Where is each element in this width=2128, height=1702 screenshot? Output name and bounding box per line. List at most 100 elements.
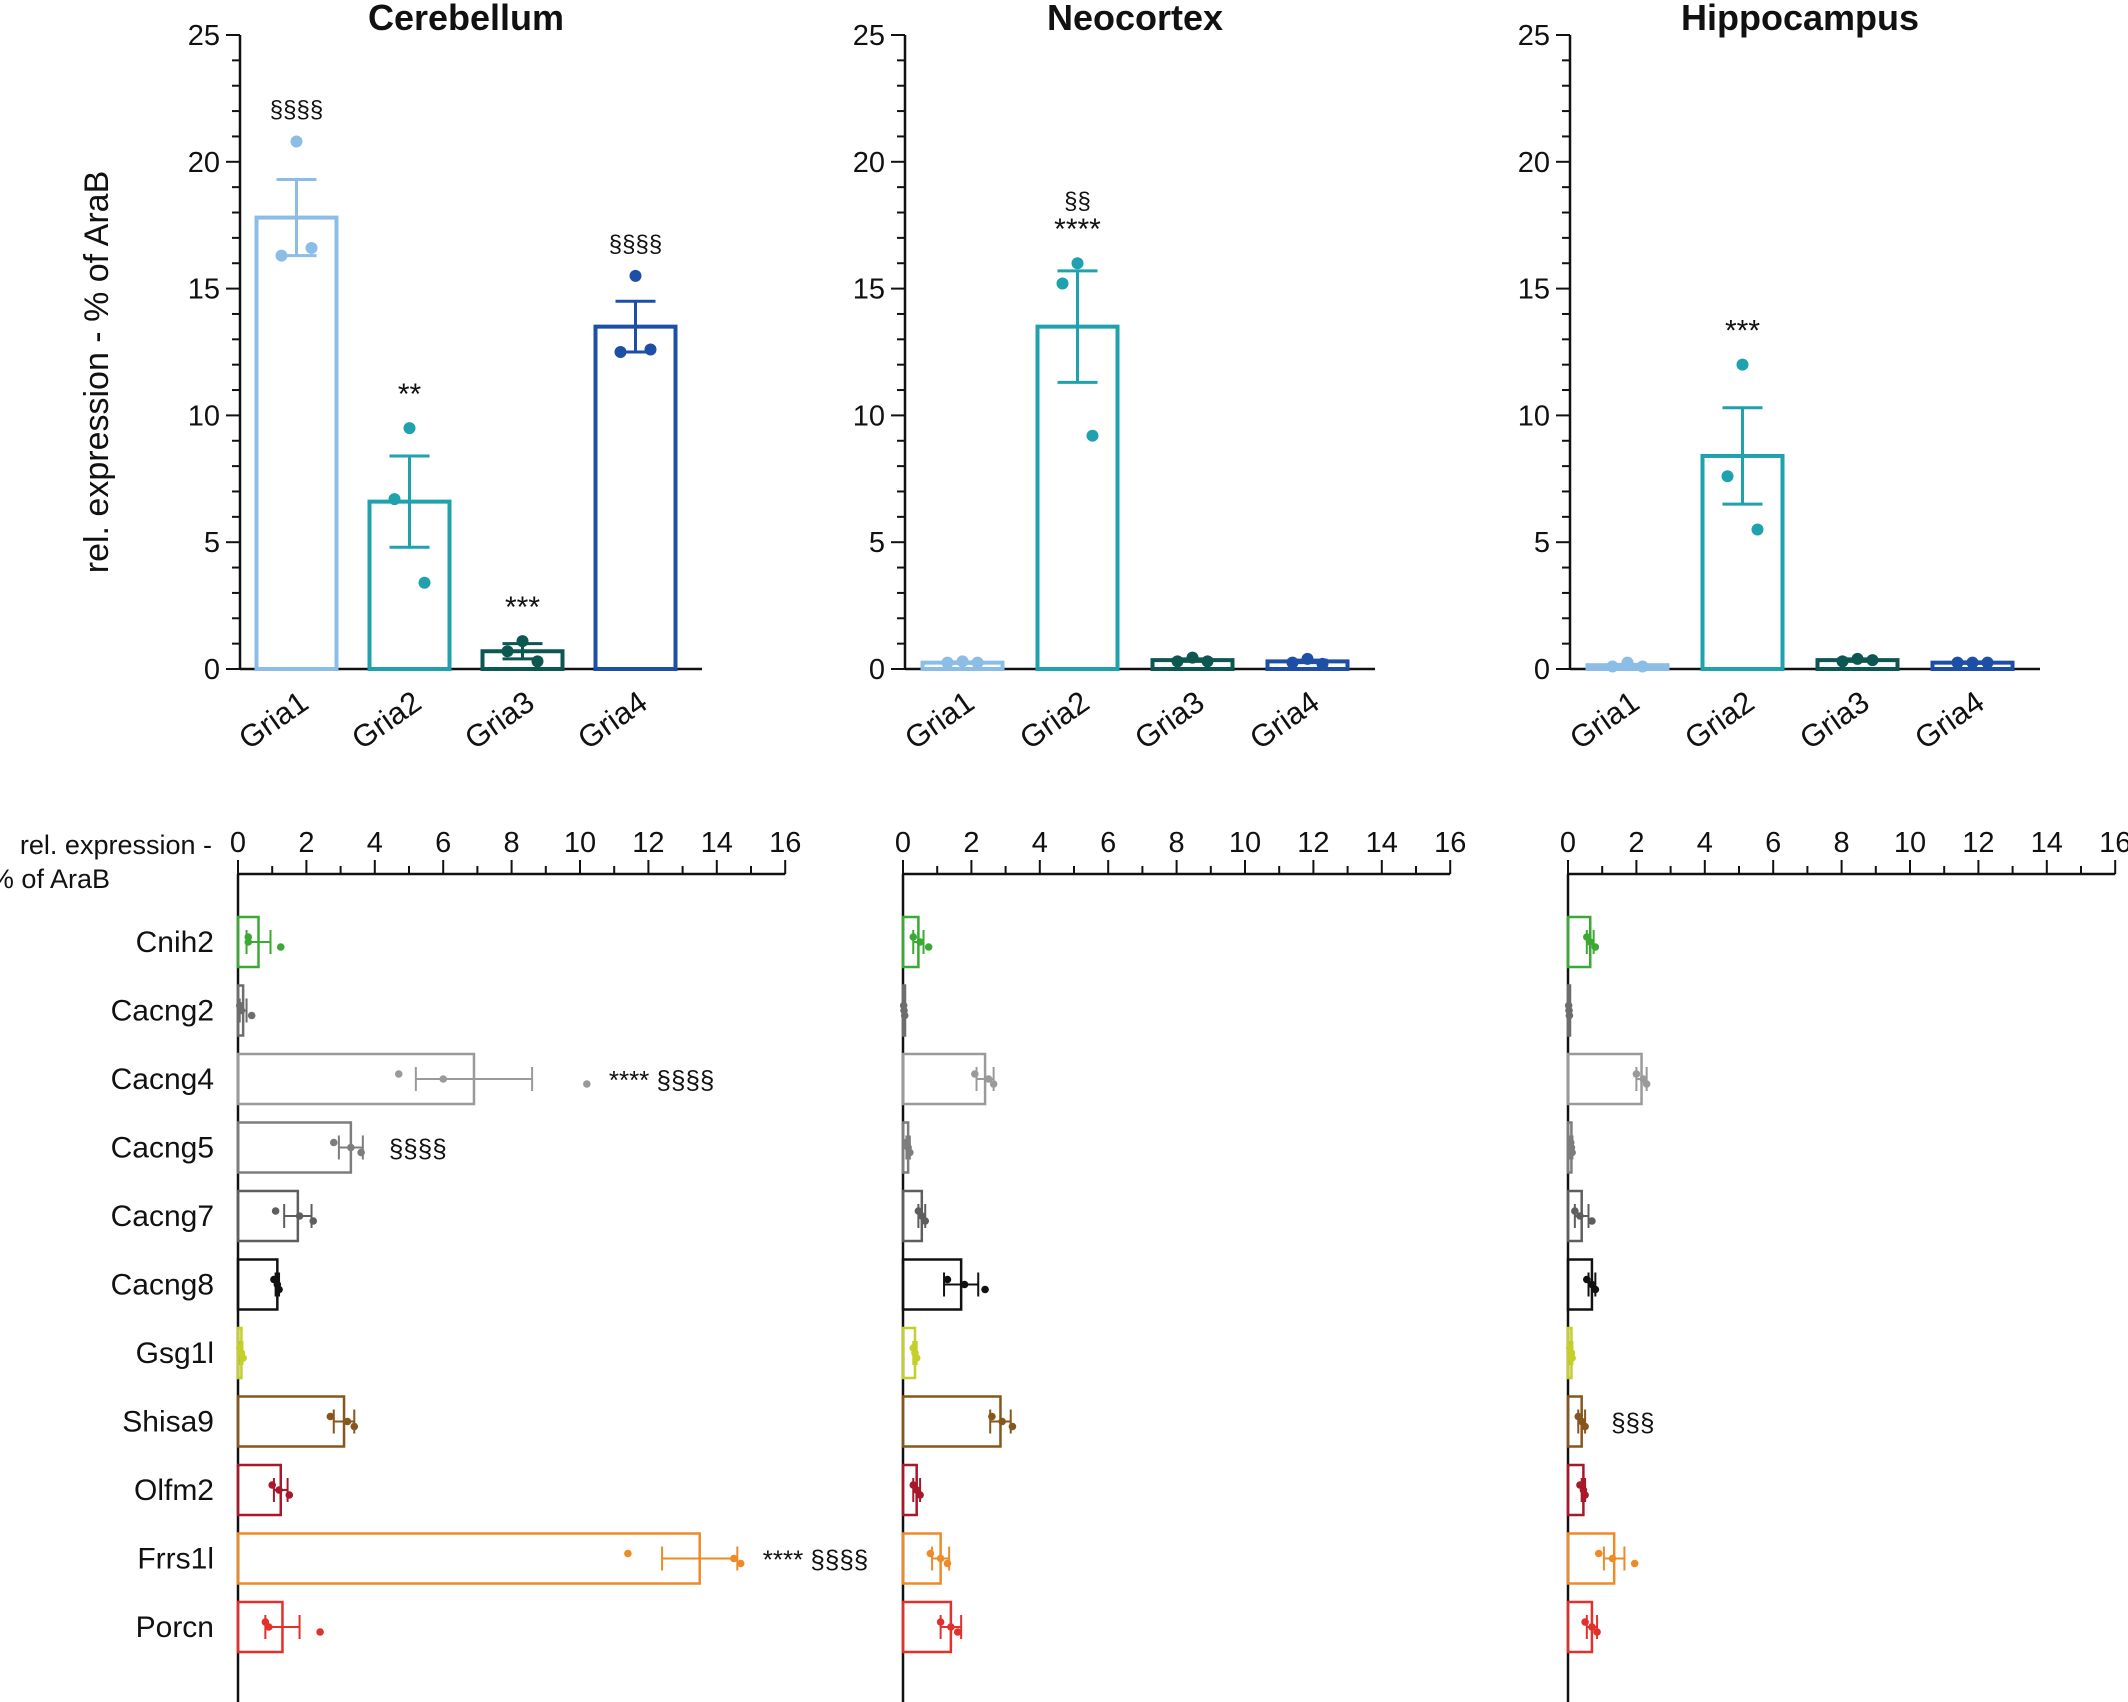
x-tick-label: Gria4 bbox=[1908, 684, 1990, 756]
bar bbox=[901, 1395, 1002, 1448]
data-point bbox=[1056, 277, 1069, 290]
data-point bbox=[1736, 358, 1749, 371]
panel-title: Hippocampus bbox=[1681, 0, 1919, 38]
data-point bbox=[1316, 657, 1329, 670]
y-tick-label: 10 bbox=[188, 400, 220, 432]
data-point bbox=[988, 1412, 996, 1421]
x-tick-label: Gria1 bbox=[898, 684, 980, 756]
x-axis-label: % of AraB bbox=[0, 864, 110, 894]
data-point bbox=[1588, 1623, 1596, 1631]
y-tick-label: 5 bbox=[1534, 527, 1550, 559]
data-point bbox=[290, 135, 303, 148]
data-point bbox=[1201, 655, 1214, 668]
category-label: Olfm2 bbox=[134, 1474, 214, 1507]
x-tick-label: 8 bbox=[504, 827, 520, 859]
data-point bbox=[971, 1070, 979, 1078]
significance-label: **** bbox=[1054, 213, 1101, 246]
data-point bbox=[1642, 1080, 1651, 1088]
significance-label: §§ bbox=[1064, 188, 1091, 215]
data-point bbox=[1606, 660, 1619, 673]
y-tick-label: 10 bbox=[1518, 400, 1550, 432]
data-point bbox=[268, 1481, 277, 1489]
data-point bbox=[1751, 523, 1764, 536]
y-tick-label: 15 bbox=[1518, 274, 1550, 306]
data-point bbox=[394, 1070, 403, 1078]
data-point bbox=[275, 1285, 283, 1294]
x-tick-label: 4 bbox=[1697, 827, 1713, 859]
category-label: Porcn bbox=[136, 1611, 214, 1644]
data-point bbox=[1586, 938, 1595, 946]
y-tick-label: 0 bbox=[1534, 654, 1550, 686]
category-label: Cacng4 bbox=[111, 1063, 214, 1096]
data-point bbox=[1836, 655, 1849, 668]
bar bbox=[236, 1258, 279, 1311]
data-point bbox=[900, 1011, 909, 1020]
data-point bbox=[1286, 656, 1299, 669]
data-point bbox=[583, 1080, 591, 1088]
x-tick-label: 0 bbox=[230, 827, 246, 859]
category-label: Cacng5 bbox=[111, 1132, 214, 1165]
data-point bbox=[1721, 470, 1734, 483]
x-tick-label: 6 bbox=[1765, 827, 1781, 859]
significance-label: ** bbox=[398, 378, 422, 411]
y-tick-label: 5 bbox=[204, 527, 220, 559]
x-tick-label: 14 bbox=[701, 827, 733, 859]
data-point bbox=[276, 943, 285, 951]
data-point bbox=[285, 1491, 294, 1499]
data-point bbox=[916, 1491, 924, 1499]
data-point bbox=[1171, 655, 1184, 668]
data-point bbox=[439, 1075, 448, 1083]
data-point bbox=[629, 269, 642, 282]
data-point bbox=[295, 1212, 304, 1220]
data-point bbox=[1588, 1217, 1596, 1225]
data-point bbox=[916, 938, 924, 946]
data-point bbox=[1571, 1207, 1579, 1215]
panel-title: Neocortex bbox=[1047, 0, 1223, 38]
y-tick-label: 20 bbox=[853, 147, 885, 179]
y-tick-label: 0 bbox=[869, 654, 885, 686]
x-tick-label: Gria1 bbox=[232, 684, 314, 756]
data-point bbox=[941, 656, 954, 669]
significance-label: §§§§ bbox=[270, 97, 323, 124]
x-tick-label: Gria1 bbox=[1563, 684, 1645, 756]
y-tick-label: 15 bbox=[188, 274, 220, 306]
x-tick-label: 2 bbox=[298, 827, 314, 859]
category-label: Frrs1l bbox=[137, 1543, 214, 1576]
x-tick-label: 10 bbox=[1229, 827, 1261, 859]
data-point bbox=[943, 1559, 952, 1568]
data-point bbox=[1568, 1148, 1576, 1157]
data-point bbox=[989, 1080, 998, 1088]
bar bbox=[236, 1532, 701, 1585]
bar bbox=[236, 1395, 346, 1448]
data-point bbox=[403, 422, 416, 435]
data-point bbox=[357, 1148, 365, 1157]
data-point bbox=[275, 249, 288, 262]
data-point bbox=[1583, 1275, 1591, 1284]
data-point bbox=[1008, 1422, 1017, 1431]
significance-label: §§§ bbox=[1611, 1408, 1654, 1438]
x-tick-label: Gria3 bbox=[458, 684, 540, 756]
data-point bbox=[1966, 656, 1979, 669]
y-axis-label: rel. expression - % of AraB bbox=[78, 171, 116, 574]
data-point bbox=[1866, 654, 1879, 667]
y-tick-label: 0 bbox=[204, 654, 220, 686]
category-label: Gsg1l bbox=[136, 1337, 214, 1370]
data-point bbox=[1621, 656, 1634, 669]
data-point bbox=[1591, 943, 1600, 951]
x-tick-label: 0 bbox=[1560, 827, 1576, 859]
data-point bbox=[736, 1559, 745, 1568]
data-point bbox=[1568, 1354, 1576, 1362]
y-tick-label: 15 bbox=[853, 274, 885, 306]
data-point bbox=[1630, 1559, 1639, 1568]
x-tick-label: 16 bbox=[769, 827, 801, 859]
data-point bbox=[1608, 1554, 1617, 1563]
data-point bbox=[1581, 1422, 1589, 1431]
data-point bbox=[1981, 656, 1994, 669]
data-point bbox=[906, 1148, 914, 1157]
data-point bbox=[614, 346, 627, 358]
x-tick-label: 12 bbox=[632, 827, 664, 859]
data-point bbox=[926, 1549, 935, 1558]
data-point bbox=[326, 1412, 335, 1421]
x-tick-label: 12 bbox=[1297, 827, 1329, 859]
